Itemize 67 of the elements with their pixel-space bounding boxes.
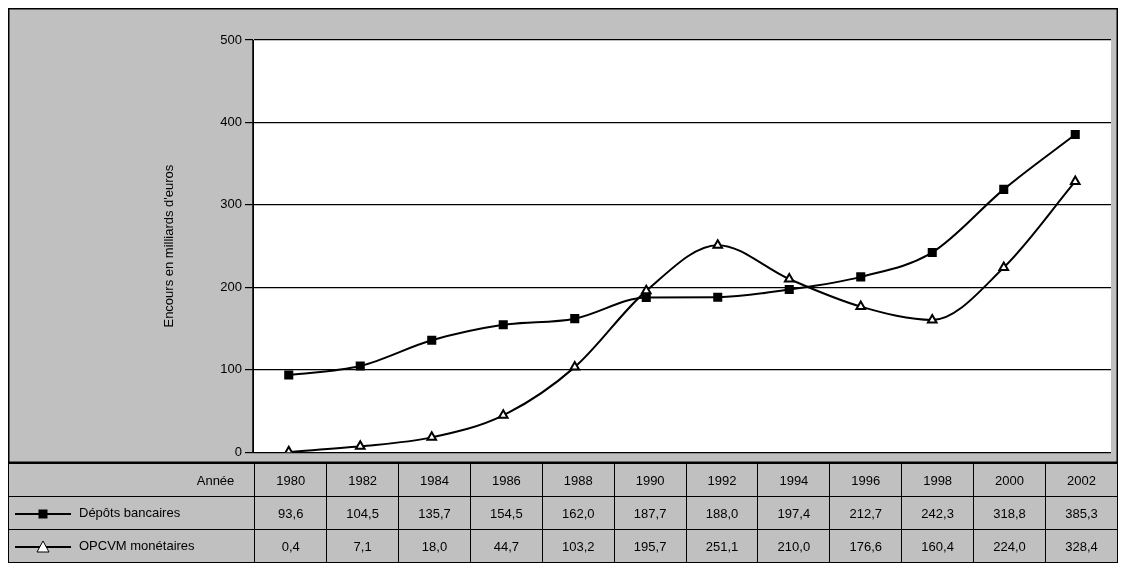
y-tick-label: 0	[234, 443, 242, 459]
x-tick-label: 1980	[254, 463, 327, 497]
data-label: 385,3	[1045, 496, 1118, 530]
legend-label: Dépôts bancaires	[79, 505, 181, 521]
data-label: 328,4	[1045, 529, 1118, 563]
x-tick-label: 1990	[614, 463, 687, 497]
point	[926, 313, 938, 324]
point	[1070, 130, 1080, 140]
x-tick-label: 1992	[686, 463, 758, 497]
data-label: 93,6	[254, 496, 327, 530]
legend-label: OPCVM monétaires	[79, 538, 195, 554]
x-tick-label: 1986	[470, 463, 543, 497]
x-axis-title: Année	[8, 463, 255, 497]
data-label: 44,7	[470, 529, 543, 563]
x-tick-label: 2000	[973, 463, 1046, 497]
x-tick-label: 1982	[326, 463, 399, 497]
data-label: 210,0	[757, 529, 830, 563]
x-tick-label: 1996	[829, 463, 902, 497]
x-tick-label: 1984	[398, 463, 471, 497]
data-label: 103,2	[542, 529, 615, 563]
data-label: 195,7	[614, 529, 687, 563]
y-tick-label: 500	[220, 31, 242, 47]
data-label: 242,3	[901, 496, 974, 530]
point	[426, 431, 438, 441]
point	[1069, 175, 1081, 185]
point	[713, 292, 723, 302]
data-label: 251,1	[686, 529, 758, 563]
y-tick-label: 300	[220, 196, 242, 212]
point	[855, 300, 867, 311]
y-axis-title: Encours en milliards d'euros	[161, 164, 177, 328]
data-label: 318,8	[973, 496, 1046, 530]
point	[999, 184, 1009, 194]
point	[856, 272, 866, 282]
data-label: 224,0	[973, 529, 1046, 563]
y-tick-label: 100	[220, 361, 242, 377]
data-label: 18,0	[398, 529, 471, 563]
point	[783, 273, 795, 283]
y-tick-label: 400	[220, 114, 242, 130]
x-tick-label: 1994	[757, 463, 830, 497]
point	[569, 361, 581, 371]
point	[570, 314, 580, 324]
x-tick-label: 1998	[901, 463, 974, 497]
data-label: 162,0	[542, 496, 615, 530]
point	[427, 335, 437, 345]
point	[354, 440, 366, 450]
data-label: 135,7	[398, 496, 471, 530]
data-label: 7,1	[326, 529, 399, 563]
x-tick-label: 2002	[1045, 463, 1118, 497]
data-label: 160,4	[901, 529, 974, 563]
point	[998, 261, 1010, 272]
point	[784, 284, 794, 294]
point	[284, 370, 294, 380]
data-label: 197,4	[757, 496, 830, 530]
point	[927, 247, 937, 257]
point	[712, 239, 724, 249]
data-label: 212,7	[829, 496, 902, 530]
data-label: 187,7	[614, 496, 687, 530]
data-label: 176,6	[829, 529, 902, 563]
point	[498, 320, 508, 330]
y-tick-label: 200	[220, 278, 242, 294]
data-label: 0,4	[254, 529, 327, 563]
data-label: 188,0	[686, 496, 758, 530]
point	[497, 409, 509, 419]
data-label: 104,5	[326, 496, 399, 530]
x-tick-label: 1988	[542, 463, 615, 497]
data-label: 154,5	[470, 496, 543, 530]
point	[355, 361, 365, 371]
